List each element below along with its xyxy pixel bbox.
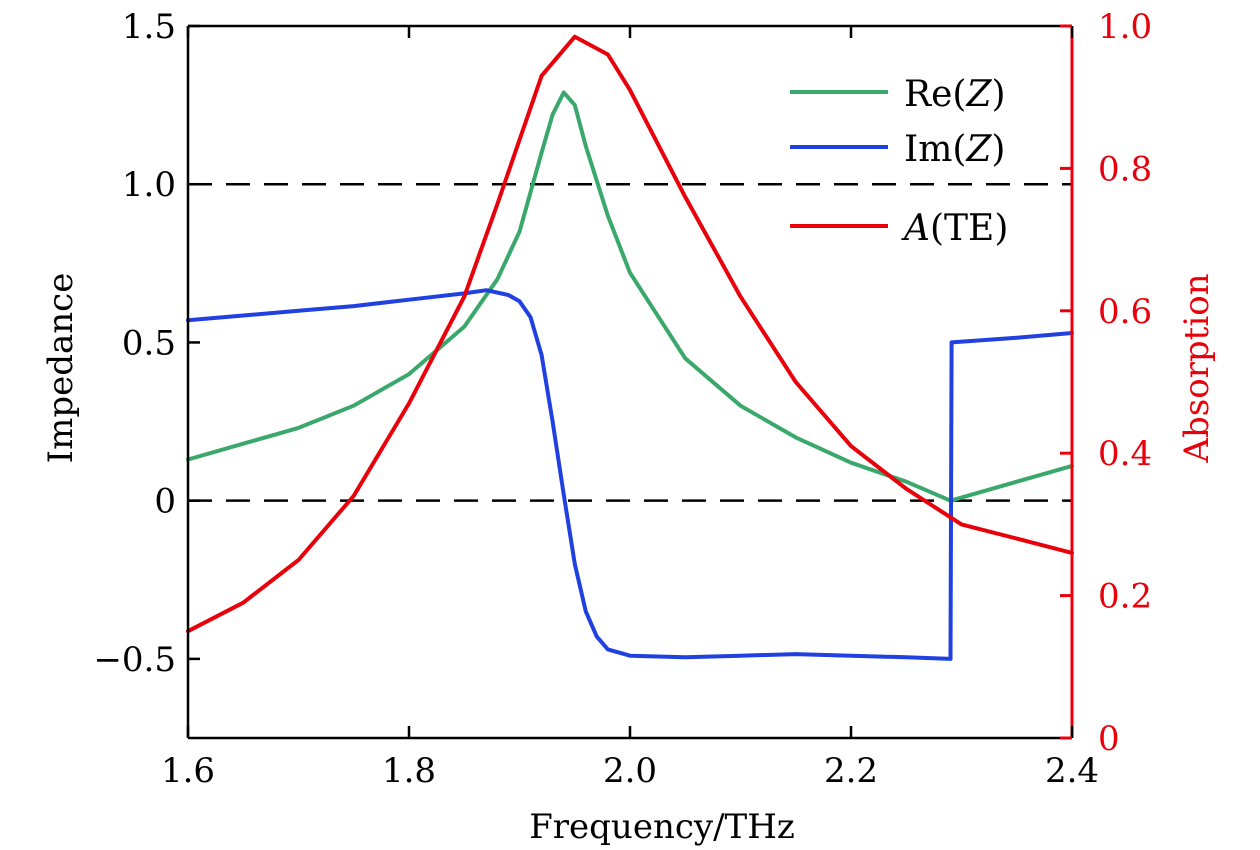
axis-ticks: 1.6 1.8 2.0 2.2 2.4 −0.5 0 0.5 1.0 1.5 0 0.2 0.4 0.6 0… <box>93 7 1152 791</box>
y2-tick-label: 0 <box>1098 719 1120 759</box>
legend-label-abs: A(TE) <box>901 208 1008 249</box>
x-tick-label: 2.2 <box>824 751 878 791</box>
y-tick-label: 1.0 <box>122 165 176 205</box>
legend: Re(Z) Im(Z) A(TE) <box>790 74 1008 249</box>
y2-tick-label: 0.4 <box>1098 434 1152 474</box>
y-tick-label: 1.5 <box>122 7 176 47</box>
series-line-absorption-te <box>186 34 1074 634</box>
y-axis-title: Impedance <box>41 273 81 464</box>
y2-tick-label: 0.6 <box>1098 292 1152 332</box>
x-tick-label: 1.6 <box>161 751 215 791</box>
legend-label-re: Re(Z) <box>904 74 1006 115</box>
y2-axis-title: Absorption <box>1177 273 1217 463</box>
y2-tick-label: 0.2 <box>1098 577 1152 617</box>
series-line-re-z <box>186 90 1074 503</box>
x-tick-label: 1.8 <box>382 751 436 791</box>
y2-tick-label: 1.0 <box>1098 7 1152 47</box>
y2-tick-label: 0.8 <box>1098 149 1152 189</box>
x-tick-label: 2.4 <box>1045 751 1099 791</box>
y-tick-label: −0.5 <box>93 640 176 680</box>
legend-label-im: Im(Z) <box>904 129 1005 170</box>
x-tick-label: 2.0 <box>603 751 657 791</box>
series-line-im-z <box>186 288 1074 661</box>
y-tick-label: 0.5 <box>122 323 176 363</box>
x-axis-title: Frequency/THz <box>529 807 795 847</box>
series-layer <box>186 34 1074 661</box>
y-tick-label: 0 <box>154 482 176 522</box>
